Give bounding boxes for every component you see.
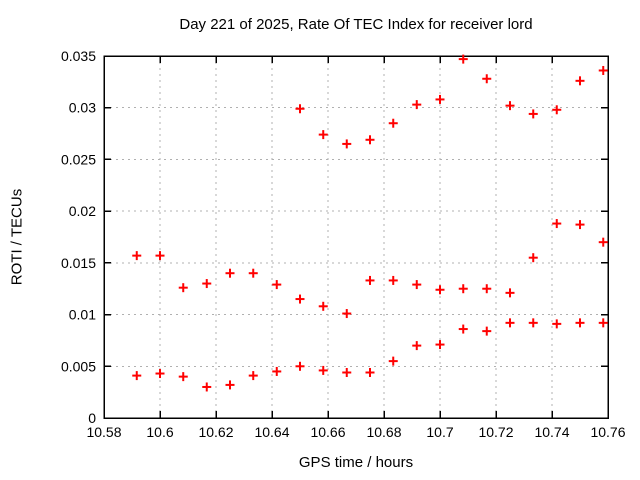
- data-point-band-middle: [202, 279, 212, 289]
- y-tick-label: 0.005: [61, 358, 96, 374]
- data-point-band-lower: [388, 356, 398, 366]
- x-tick-label: 10.74: [534, 424, 569, 440]
- data-point-band-lower: [482, 326, 492, 336]
- y-tick-label: 0.025: [61, 151, 96, 167]
- data-point-band-lower: [318, 365, 328, 375]
- data-point-band-lower: [575, 318, 585, 328]
- data-point-band-upper: [412, 100, 422, 110]
- data-point-band-upper: [598, 65, 608, 75]
- data-point-band-lower: [225, 380, 235, 390]
- data-point-band-middle: [598, 237, 608, 247]
- data-point-band-middle: [248, 268, 258, 278]
- data-point-band-middle: [365, 275, 375, 285]
- data-point-band-upper: [552, 105, 562, 115]
- data-point-band-middle: [132, 251, 142, 261]
- x-tick-label: 10.6: [146, 424, 173, 440]
- y-tick-label: 0.035: [61, 48, 96, 64]
- data-point-band-middle: [178, 283, 188, 293]
- data-point-band-middle: [272, 280, 282, 290]
- data-point-band-upper: [318, 130, 328, 140]
- plot-border: [103, 55, 609, 419]
- data-point-band-upper: [505, 101, 515, 111]
- data-point-band-upper: [388, 118, 398, 128]
- x-tick-label: 10.68: [366, 424, 401, 440]
- data-point-band-middle: [482, 284, 492, 294]
- y-tick-label: 0: [88, 410, 96, 426]
- y-tick-label: 0.02: [69, 203, 96, 219]
- data-point-band-lower: [505, 318, 515, 328]
- data-point-band-upper: [482, 74, 492, 84]
- x-tick-label: 10.72: [478, 424, 513, 440]
- data-point-band-middle: [342, 309, 352, 319]
- data-point-band-upper: [365, 135, 375, 145]
- data-point-band-lower: [248, 371, 258, 381]
- data-point-band-lower: [598, 318, 608, 328]
- data-point-band-middle: [318, 301, 328, 311]
- data-point-band-middle: [505, 288, 515, 298]
- x-axis-label: GPS time / hours: [298, 454, 414, 471]
- data-point-band-lower: [365, 367, 375, 377]
- x-tick-label: 10.58: [86, 424, 121, 440]
- y-tick-label: 0.01: [69, 307, 96, 323]
- data-point-band-middle: [458, 284, 468, 294]
- x-tick-label: 10.7: [426, 424, 453, 440]
- data-point-band-lower: [528, 318, 538, 328]
- data-point-band-middle: [388, 275, 398, 285]
- y-tick-label: 0.03: [69, 100, 96, 116]
- data-point-band-middle: [575, 220, 585, 230]
- data-point-band-middle: [435, 285, 445, 295]
- data-point-band-lower: [458, 324, 468, 334]
- chart-title: Day 221 of 2025, Rate Of TEC Index for r…: [179, 16, 533, 33]
- data-point-band-lower: [178, 372, 188, 382]
- data-point-band-lower: [272, 366, 282, 376]
- data-point-band-lower: [342, 367, 352, 377]
- data-point-band-middle: [552, 219, 562, 229]
- data-point-band-lower: [435, 340, 445, 350]
- x-tick-label: 10.62: [198, 424, 233, 440]
- data-point-band-middle: [412, 280, 422, 290]
- data-point-band-upper: [575, 76, 585, 86]
- data-point-band-middle: [295, 294, 305, 304]
- data-point-band-lower: [552, 319, 562, 329]
- data-point-band-upper: [528, 109, 538, 119]
- data-point-band-middle: [225, 268, 235, 278]
- data-point-band-upper: [295, 104, 305, 114]
- x-tick-label: 10.66: [310, 424, 345, 440]
- y-tick-label: 0.015: [61, 255, 96, 271]
- data-point-band-middle: [528, 253, 538, 263]
- x-tick-label: 10.64: [254, 424, 289, 440]
- data-point-band-lower: [295, 361, 305, 371]
- data-point-band-lower: [132, 371, 142, 381]
- data-point-band-upper: [458, 54, 468, 64]
- data-point-band-middle: [155, 251, 165, 261]
- data-point-band-upper: [342, 139, 352, 149]
- data-point-band-upper: [435, 94, 445, 104]
- data-point-band-lower: [412, 341, 422, 351]
- x-tick-label: 10.76: [590, 424, 625, 440]
- data-point-band-lower: [202, 382, 212, 392]
- data-point-band-lower: [155, 369, 165, 379]
